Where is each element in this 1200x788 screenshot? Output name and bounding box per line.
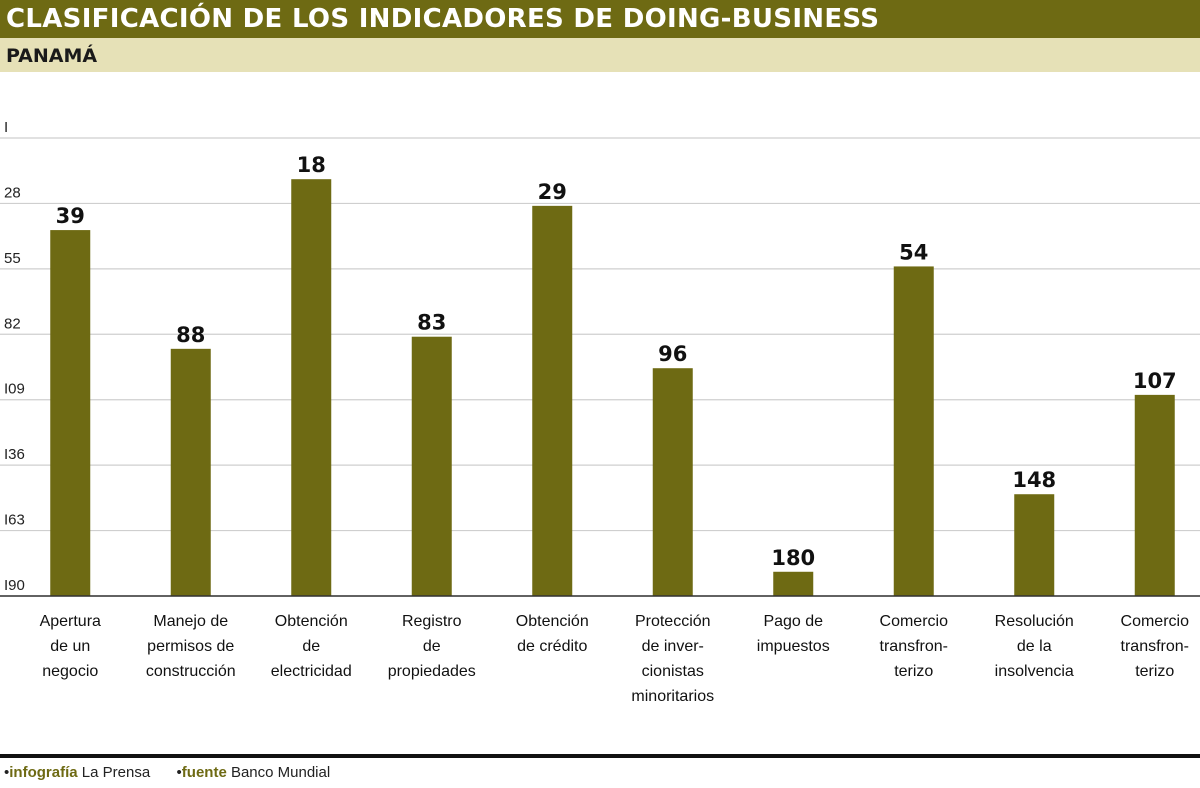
category-label: Protección <box>635 613 711 630</box>
category-label: de la <box>1017 638 1052 655</box>
infografia-value: La Prensa <box>81 764 151 781</box>
category-label: de crédito <box>517 638 587 655</box>
bar <box>773 571 814 596</box>
category-label: construcción <box>146 663 236 680</box>
y-tick-label: I <box>4 119 8 136</box>
bar-chart: I 28 55 82 I09 I36 I63 I90 39 Apertura de un negoci… <box>0 119 1200 705</box>
bar-value-label: 107 <box>1133 369 1177 393</box>
y-tick-label: I36 <box>4 446 25 463</box>
fuente-value: Banco Mundial <box>230 764 331 781</box>
bar-value-label: 88 <box>176 323 205 347</box>
y-tick-label: 82 <box>4 315 21 332</box>
category-label: minoritarios <box>631 688 714 705</box>
bar <box>893 266 934 596</box>
category-label: transfron- <box>1121 638 1189 655</box>
bar-value-label: 54 <box>899 240 928 264</box>
category-label: Obtención <box>516 613 589 630</box>
category-label: Apertura <box>40 613 101 630</box>
y-tick-label: 55 <box>4 250 21 267</box>
bar-value-label: 83 <box>417 311 446 335</box>
category-label: Manejo de <box>153 613 228 630</box>
category-label: Comercio <box>1121 613 1190 630</box>
y-tick-label: I09 <box>4 381 25 398</box>
subtitle-bar: PANAMÁ <box>0 38 1200 72</box>
title-bar: CLASIFICACIÓN DE LOS INDICADORES DE DOIN… <box>0 0 1200 38</box>
infografia-tag: infografía <box>9 764 78 781</box>
y-tick-label: I63 <box>4 512 25 529</box>
bar <box>532 205 573 596</box>
category-label: transfron- <box>880 638 948 655</box>
category-label: Registro <box>402 613 462 630</box>
category-label: impuestos <box>757 638 830 655</box>
bar-value-label: 96 <box>658 342 687 366</box>
fuente-tag: fuente <box>181 764 227 781</box>
bar <box>1134 394 1175 596</box>
bar-value-label: 18 <box>297 153 326 177</box>
category-label: terizo <box>1135 663 1174 680</box>
category-label: de un <box>50 638 90 655</box>
category-label: negocio <box>42 663 98 680</box>
category-label: de inver- <box>642 638 704 655</box>
bar-value-label: 148 <box>1012 468 1056 492</box>
category-label: de <box>302 638 320 655</box>
category-label: de <box>423 638 441 655</box>
category-label: Comercio <box>880 613 949 630</box>
bar <box>50 230 91 596</box>
bar-value-label: 180 <box>771 546 815 570</box>
bullet-icon: • <box>176 764 182 781</box>
bar-value-label: 29 <box>538 180 567 204</box>
chart-subtitle: PANAMÁ <box>6 45 98 67</box>
footer-rule <box>0 754 1200 758</box>
bar <box>652 368 693 596</box>
bar <box>411 336 452 596</box>
bar <box>291 179 332 596</box>
bar <box>1014 494 1055 596</box>
bullet-icon: • <box>4 764 10 781</box>
y-tick-label: I90 <box>4 577 25 594</box>
bar <box>170 348 211 596</box>
y-tick-label: 28 <box>4 184 21 201</box>
bar-value-label: 39 <box>56 204 85 228</box>
category-label: terizo <box>894 663 933 680</box>
category-label: Pago de <box>763 613 823 630</box>
category-label: Obtención <box>275 613 348 630</box>
category-label: propiedades <box>388 663 476 680</box>
category-label: Resolución <box>995 613 1074 630</box>
credits: •infografía La Prensa •fuente Banco Mund… <box>4 764 330 781</box>
chart-title: CLASIFICACIÓN DE LOS INDICADORES DE DOIN… <box>6 4 880 34</box>
category-label: insolvencia <box>995 663 1074 680</box>
category-label: permisos de <box>147 638 234 655</box>
category-label: electricidad <box>271 663 352 680</box>
category-label: cionistas <box>642 663 704 680</box>
